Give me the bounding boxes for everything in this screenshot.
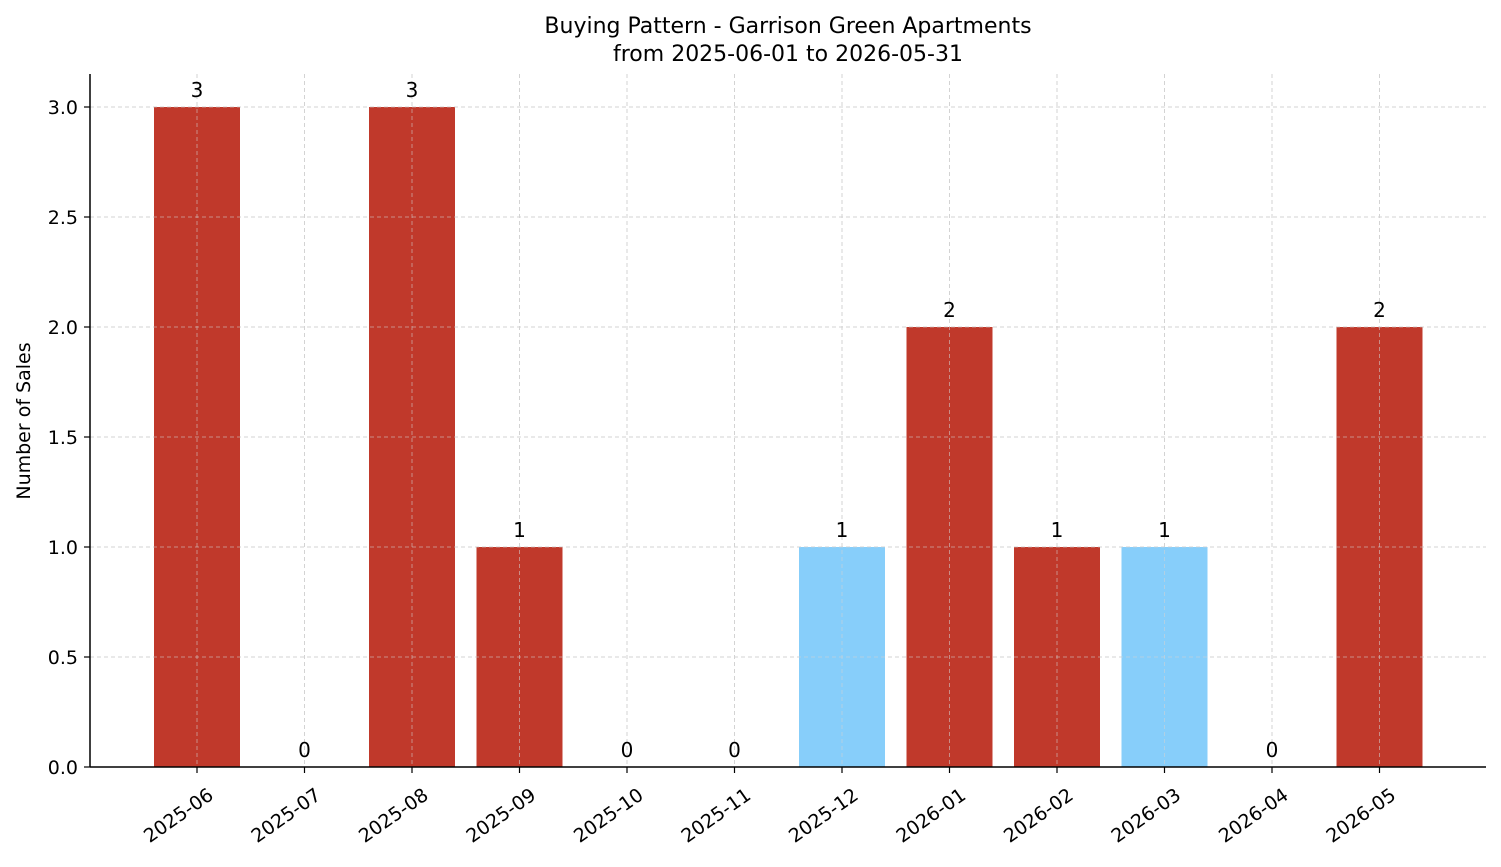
x-tick-label: 2025-09 bbox=[462, 784, 540, 848]
x-tick-label: 2025-08 bbox=[355, 784, 433, 848]
y-tick-label: 1.5 bbox=[48, 427, 78, 449]
data-label: 0 bbox=[621, 738, 634, 762]
axes-layer bbox=[89, 74, 1486, 768]
bars-layer bbox=[90, 74, 1486, 768]
data-label: 1 bbox=[513, 518, 526, 542]
x-tick-label: 2026-01 bbox=[892, 784, 970, 848]
y-tick-label: 0.5 bbox=[48, 647, 78, 669]
y-tick-label: 1.0 bbox=[48, 537, 78, 559]
x-tick-label: 2025-07 bbox=[247, 784, 325, 848]
x-tick-label: 2026-04 bbox=[1215, 784, 1293, 848]
x-tick-label: 2026-05 bbox=[1322, 784, 1400, 848]
x-tick-label: 2025-06 bbox=[140, 784, 218, 848]
chart-subtitle: from 2025-06-01 to 2026-05-31 bbox=[613, 42, 963, 67]
data-label: 0 bbox=[728, 738, 741, 762]
x-tick-label: 2025-11 bbox=[677, 784, 755, 848]
data-label: 0 bbox=[298, 738, 311, 762]
data-label: 2 bbox=[1373, 298, 1386, 322]
x-tick-label: 2026-03 bbox=[1107, 784, 1185, 848]
grid-overlay bbox=[90, 74, 1486, 768]
data-label: 3 bbox=[406, 78, 419, 102]
data-label: 1 bbox=[1158, 518, 1171, 542]
y-tick-label: 2.5 bbox=[48, 207, 78, 229]
data-label: 0 bbox=[1266, 738, 1279, 762]
data-label: 1 bbox=[1051, 518, 1064, 542]
y-tick-label: 3.0 bbox=[48, 97, 78, 119]
grid-layer bbox=[90, 74, 1486, 768]
data-label: 3 bbox=[191, 78, 204, 102]
y-tick-label: 2.0 bbox=[48, 317, 78, 339]
chart-title: Buying Pattern - Garrison Green Apartmen… bbox=[544, 14, 1031, 39]
data-labels-layer: 3 0 3 1 0 0 1 2 1 1 0 2 bbox=[191, 78, 1386, 762]
data-label: 2 bbox=[943, 298, 956, 322]
data-label: 1 bbox=[836, 518, 849, 542]
y-axis-label: Number of Sales bbox=[13, 342, 35, 499]
x-tick-label: 2026-02 bbox=[1000, 784, 1078, 848]
x-tick-label: 2025-12 bbox=[785, 784, 863, 848]
x-tick-label: 2025-10 bbox=[570, 784, 648, 848]
y-tick-label: 0.0 bbox=[48, 757, 78, 779]
